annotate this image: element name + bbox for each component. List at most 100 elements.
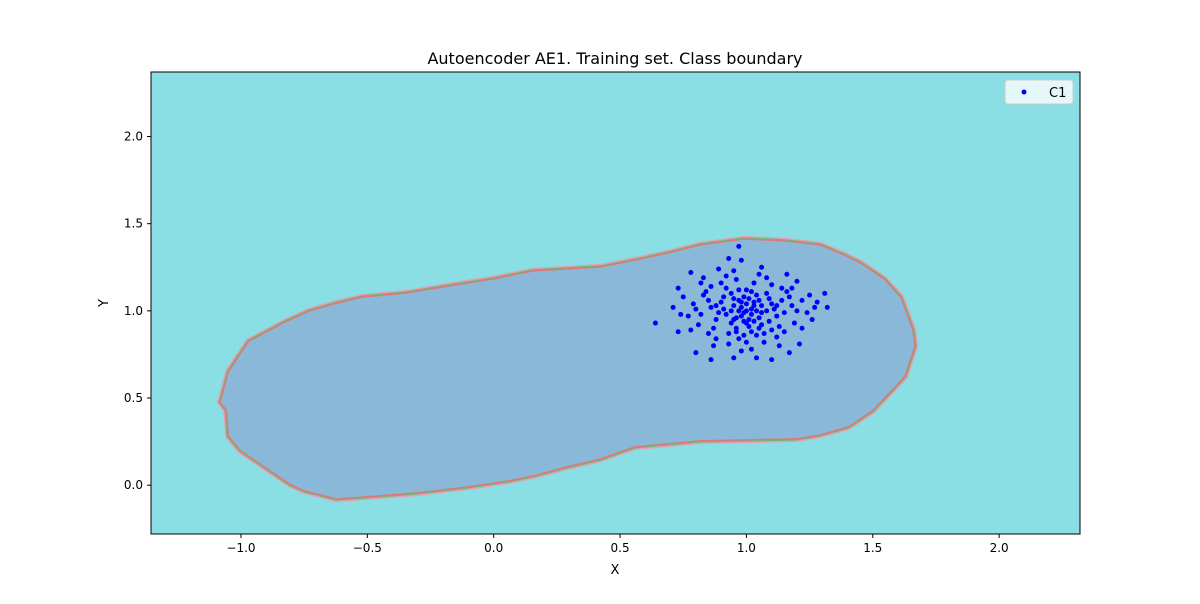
data-point xyxy=(731,268,737,274)
x-tick-label: −0.5 xyxy=(353,541,382,555)
data-point xyxy=(733,276,739,282)
data-point xyxy=(716,310,722,316)
legend: C1 xyxy=(1004,79,1074,105)
data-point xyxy=(774,303,780,309)
y-tick-label: 0.0 xyxy=(124,478,143,492)
x-tick-label: −1.0 xyxy=(226,541,255,555)
data-point xyxy=(774,334,780,340)
data-point xyxy=(756,297,762,303)
data-point xyxy=(746,324,752,330)
data-point xyxy=(791,320,797,326)
data-point xyxy=(743,320,749,326)
data-point xyxy=(693,306,699,312)
data-point xyxy=(786,350,792,356)
y-tick-label: 0.5 xyxy=(124,391,143,405)
data-point xyxy=(738,299,744,305)
y-tick-label: 2.0 xyxy=(124,130,143,144)
data-point xyxy=(731,303,737,309)
x-tick-label: 1.0 xyxy=(737,541,756,555)
data-point xyxy=(799,297,805,303)
data-point xyxy=(721,306,727,312)
data-point xyxy=(756,325,762,331)
y-axis-label: Y xyxy=(97,299,112,308)
legend-marker-c1 xyxy=(1021,89,1027,95)
data-point xyxy=(736,336,742,342)
data-point xyxy=(784,271,790,277)
data-point xyxy=(726,331,732,337)
data-point xyxy=(776,324,782,330)
data-point xyxy=(754,332,760,338)
plot-area xyxy=(150,71,1081,535)
data-point xyxy=(728,308,734,314)
data-point xyxy=(718,299,724,305)
data-point xyxy=(743,287,749,293)
data-point xyxy=(728,320,734,326)
data-point xyxy=(670,304,676,310)
data-point xyxy=(708,283,714,289)
data-point xyxy=(698,311,704,317)
data-point xyxy=(711,343,717,349)
data-point xyxy=(789,285,795,291)
data-point xyxy=(756,271,762,277)
data-point xyxy=(824,304,830,310)
data-point xyxy=(756,315,762,321)
legend-box xyxy=(1004,79,1074,105)
data-point xyxy=(718,280,724,286)
data-point xyxy=(723,311,729,317)
data-point xyxy=(812,304,818,310)
data-point xyxy=(726,256,732,262)
axes-frame xyxy=(150,71,1081,535)
data-point xyxy=(759,322,765,328)
data-point xyxy=(746,296,752,302)
data-point xyxy=(706,297,712,303)
legend-label-c1: C1 xyxy=(1049,86,1066,101)
data-point xyxy=(799,325,805,331)
data-point xyxy=(685,313,691,319)
data-point xyxy=(761,331,767,337)
data-point xyxy=(761,339,767,345)
data-point xyxy=(769,282,775,288)
data-point xyxy=(779,297,785,303)
x-axis: −1.0 −0.5 0.0 0.5 1.0 1.5 2.0 xyxy=(226,534,1009,555)
data-point xyxy=(688,269,694,275)
data-point xyxy=(766,318,772,324)
data-point xyxy=(764,275,770,281)
data-point xyxy=(822,290,828,296)
x-axis-label: X xyxy=(611,563,620,578)
data-point xyxy=(754,292,760,298)
data-point xyxy=(751,303,757,309)
data-point xyxy=(693,350,699,356)
data-point xyxy=(781,310,787,316)
data-point xyxy=(700,292,706,298)
data-point xyxy=(759,264,765,270)
data-point xyxy=(748,289,754,295)
y-tick-label: 1.0 xyxy=(124,304,143,318)
data-point xyxy=(728,290,734,296)
data-point xyxy=(733,329,739,335)
data-point xyxy=(698,280,704,286)
data-point xyxy=(786,294,792,300)
data-point xyxy=(738,304,744,310)
data-point xyxy=(769,301,775,307)
data-point xyxy=(774,313,780,319)
data-point xyxy=(751,318,757,324)
data-point xyxy=(807,292,813,298)
data-point xyxy=(713,317,719,323)
data-point xyxy=(748,329,754,335)
data-point xyxy=(675,285,681,291)
x-tick-label: 1.5 xyxy=(863,541,882,555)
data-point xyxy=(723,273,729,279)
data-point xyxy=(789,303,795,309)
data-point xyxy=(721,294,727,300)
data-point xyxy=(769,357,775,363)
data-point xyxy=(731,355,737,361)
data-point xyxy=(754,308,760,314)
data-point xyxy=(708,357,714,363)
data-point xyxy=(776,343,782,349)
data-point xyxy=(708,304,714,310)
data-point xyxy=(746,317,752,323)
data-point xyxy=(700,275,706,281)
chart-title: Autoencoder AE1. Training set. Class bou… xyxy=(427,49,802,68)
data-point xyxy=(703,289,709,295)
